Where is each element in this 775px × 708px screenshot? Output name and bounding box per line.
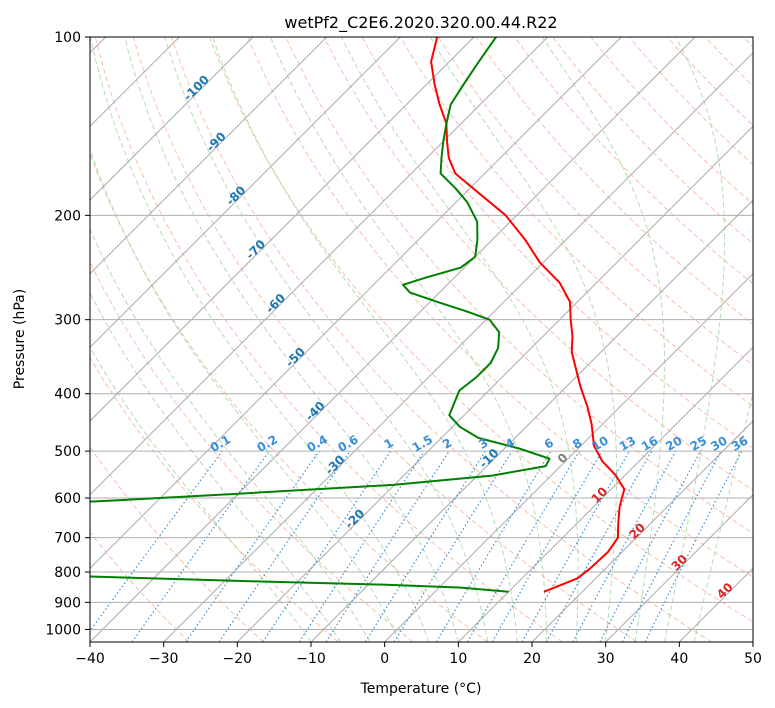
moist-adiabat-line xyxy=(124,37,459,642)
dewpoint-line xyxy=(90,37,551,593)
moist-adiabat-line xyxy=(90,147,400,642)
mixing-ratio-line xyxy=(545,450,653,642)
x-tick-label: 40 xyxy=(670,651,688,667)
y-tick-label: 600 xyxy=(54,491,81,507)
mixing-ratio-line xyxy=(325,450,450,642)
x-tick-label: 30 xyxy=(597,651,615,667)
mixing-ratio-line xyxy=(218,450,351,642)
mixing-ratio-line xyxy=(131,450,270,642)
y-tick-label: 400 xyxy=(54,387,81,403)
isotherm-line xyxy=(605,493,753,642)
mixing-ratio-line xyxy=(491,450,603,642)
moist-adiabat-line xyxy=(340,37,579,642)
isotherm-line xyxy=(163,51,753,642)
profile-lines xyxy=(90,37,626,593)
dry-adiabat-line xyxy=(399,37,753,407)
isotherm-line xyxy=(90,37,254,201)
reference-lines xyxy=(90,37,753,642)
x-tick-label: 10 xyxy=(449,651,467,667)
y-tick-label: 100 xyxy=(54,30,81,46)
chart-title: wetPf2_C2E6.2020.320.00.44.R22 xyxy=(284,13,557,33)
dry-adiabat-line xyxy=(209,37,753,623)
y-tick-label: 500 xyxy=(54,444,81,460)
isotherm-line xyxy=(90,37,622,570)
y-tick-label: 1000 xyxy=(45,622,81,638)
dry-adiabat-line xyxy=(285,37,753,535)
isotherm-line xyxy=(236,125,753,642)
dry-adiabat-line xyxy=(94,37,563,642)
x-axis-label: Temperature (°C) xyxy=(360,681,482,697)
isotherm-line xyxy=(531,420,753,642)
y-tick-label: 700 xyxy=(54,531,81,547)
isotherm-line xyxy=(90,37,475,422)
y-axis: 100 200 300 400 500 600 700 800 900 1000 xyxy=(45,30,90,638)
x-tick-label: −10 xyxy=(296,651,326,667)
mixing-ratio-line xyxy=(393,450,513,642)
isotherm-line xyxy=(90,37,401,349)
y-tick-label: 200 xyxy=(54,208,81,224)
moist-adiabat-line xyxy=(164,37,489,642)
mixing-ratio-line xyxy=(435,450,552,642)
x-tick-label: −20 xyxy=(223,651,253,667)
dry-adiabat-line xyxy=(247,37,753,578)
x-tick-label: 20 xyxy=(523,651,541,667)
dry-adiabat-line xyxy=(132,37,638,642)
isotherm-line xyxy=(90,37,696,642)
dry-adiabat-line xyxy=(590,37,753,205)
pressure-gridlines xyxy=(90,37,753,630)
isotherm-line xyxy=(457,346,753,642)
x-tick-label: 50 xyxy=(744,651,762,667)
moist-adiabat-line xyxy=(664,37,726,642)
dry-adiabat-line xyxy=(437,37,753,366)
x-tick-label: −40 xyxy=(75,651,105,667)
moist-adiabat-line xyxy=(90,228,371,642)
moist-adiabat-line xyxy=(542,37,666,642)
moist-adiabat-line xyxy=(693,390,753,642)
mixing-ratio-line xyxy=(185,450,320,642)
mixing-ratio-line xyxy=(90,450,223,632)
y-tick-label: 900 xyxy=(54,595,81,611)
dry-adiabat-line xyxy=(552,37,753,245)
isotherm-line xyxy=(310,199,753,642)
moist-adiabat-line xyxy=(90,291,341,642)
isotherm-line xyxy=(90,37,328,275)
mixing-ratio-line xyxy=(466,450,580,642)
y-tick-label: 300 xyxy=(54,313,81,329)
isotherm-line xyxy=(384,272,753,642)
plot-frame xyxy=(89,36,754,643)
mixing-ratio-line xyxy=(364,450,486,642)
dry-adiabat-line xyxy=(90,260,414,642)
x-tick-label: 0 xyxy=(380,651,389,667)
dry-adiabat-line xyxy=(476,37,753,325)
x-tick-label: −30 xyxy=(149,651,179,667)
dry-adiabat-line xyxy=(171,37,712,642)
y-tick-label: 800 xyxy=(54,565,81,581)
mixing-ratio-line xyxy=(521,450,631,642)
x-axis: −40 −30 −20 −10 0 10 20 30 40 50 xyxy=(75,642,762,667)
moist-adiabat-line xyxy=(212,37,518,642)
y-axis-label: Pressure (hPa) xyxy=(12,289,28,389)
moist-adiabat-line xyxy=(429,37,617,642)
temperature-line xyxy=(430,37,626,593)
dry-adiabat-line xyxy=(90,531,190,642)
dry-adiabat-line xyxy=(323,37,753,491)
mixing-ratio-line xyxy=(572,450,677,642)
